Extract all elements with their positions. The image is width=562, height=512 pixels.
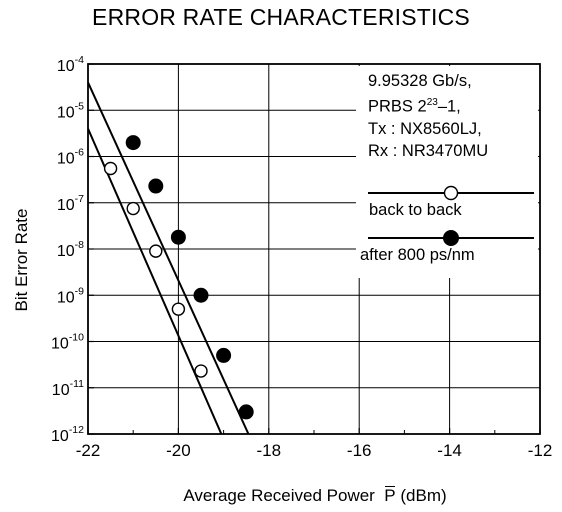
legend-label-back-to-back: back to back bbox=[369, 201, 462, 219]
y-tick-label: 10-8 bbox=[57, 239, 84, 260]
x-tick-label: -22 bbox=[76, 441, 101, 460]
data-point-back-to-back bbox=[171, 302, 186, 316]
data-point-back-to-back bbox=[149, 244, 163, 258]
y-tick-label: 10-11 bbox=[52, 378, 84, 399]
info-prbs-exponent: 23 bbox=[426, 97, 438, 108]
y-tick-label: 10-9 bbox=[57, 285, 84, 306]
info-prbs-suffix: –1, bbox=[437, 97, 461, 116]
x-axis-label-symbol: P bbox=[384, 486, 396, 505]
fit-line-back-to-back bbox=[88, 128, 223, 434]
legend-marker-after-800 bbox=[443, 230, 459, 246]
data-point-back-to-back bbox=[103, 161, 118, 176]
data-point-after-800 bbox=[170, 229, 186, 245]
x-tick-label: -18 bbox=[257, 441, 282, 460]
x-axis-label-unit: (dBm) bbox=[400, 486, 447, 505]
y-tick-label: 10-10 bbox=[51, 332, 84, 353]
info-line-rx: Rx : NR3470MU bbox=[368, 141, 489, 160]
data-point-after-800 bbox=[193, 287, 209, 303]
x-tick-label: -16 bbox=[347, 441, 372, 460]
x-axis-label-text: Average Received Power bbox=[183, 486, 375, 505]
data-point-after-800 bbox=[125, 135, 141, 151]
x-axis-label: Average Received Power P (dBm) bbox=[90, 486, 540, 506]
y-tick-label: 10-6 bbox=[57, 147, 84, 168]
info-prbs-prefix: PRBS 2 bbox=[368, 97, 427, 116]
y-tick-label: 10-12 bbox=[51, 424, 84, 445]
legend-marker-back-to-back bbox=[443, 185, 459, 201]
measurement-info: 9.95328 Gb/s, PRBS 223–1, Tx : NX8560LJ,… bbox=[368, 70, 488, 162]
data-point-after-800 bbox=[148, 178, 164, 194]
info-line-prbs: PRBS 223–1, bbox=[368, 92, 488, 118]
data-point-back-to-back bbox=[126, 201, 140, 216]
data-point-after-800 bbox=[216, 347, 232, 363]
legend-label-after-800: after 800 ps/nm bbox=[360, 246, 475, 264]
x-tick-label: -12 bbox=[528, 441, 553, 460]
data-point-back-to-back bbox=[194, 364, 208, 378]
y-tick-label: 10-5 bbox=[57, 100, 84, 121]
y-tick-label: 10-4 bbox=[57, 54, 84, 75]
info-line-rate: 9.95328 Gb/s, bbox=[368, 72, 472, 90]
chart-title: ERROR RATE CHARACTERISTICS bbox=[92, 4, 470, 30]
x-tick-label: -14 bbox=[437, 441, 462, 460]
y-tick-label: 10-7 bbox=[57, 193, 84, 214]
info-line-tx: Tx : NX8560LJ, bbox=[368, 119, 482, 138]
y-axis-label: Bit Error Rate bbox=[12, 208, 31, 312]
x-tick-label: -20 bbox=[166, 441, 191, 460]
data-point-after-800 bbox=[238, 404, 254, 420]
fit-line-after-800 bbox=[88, 81, 250, 434]
